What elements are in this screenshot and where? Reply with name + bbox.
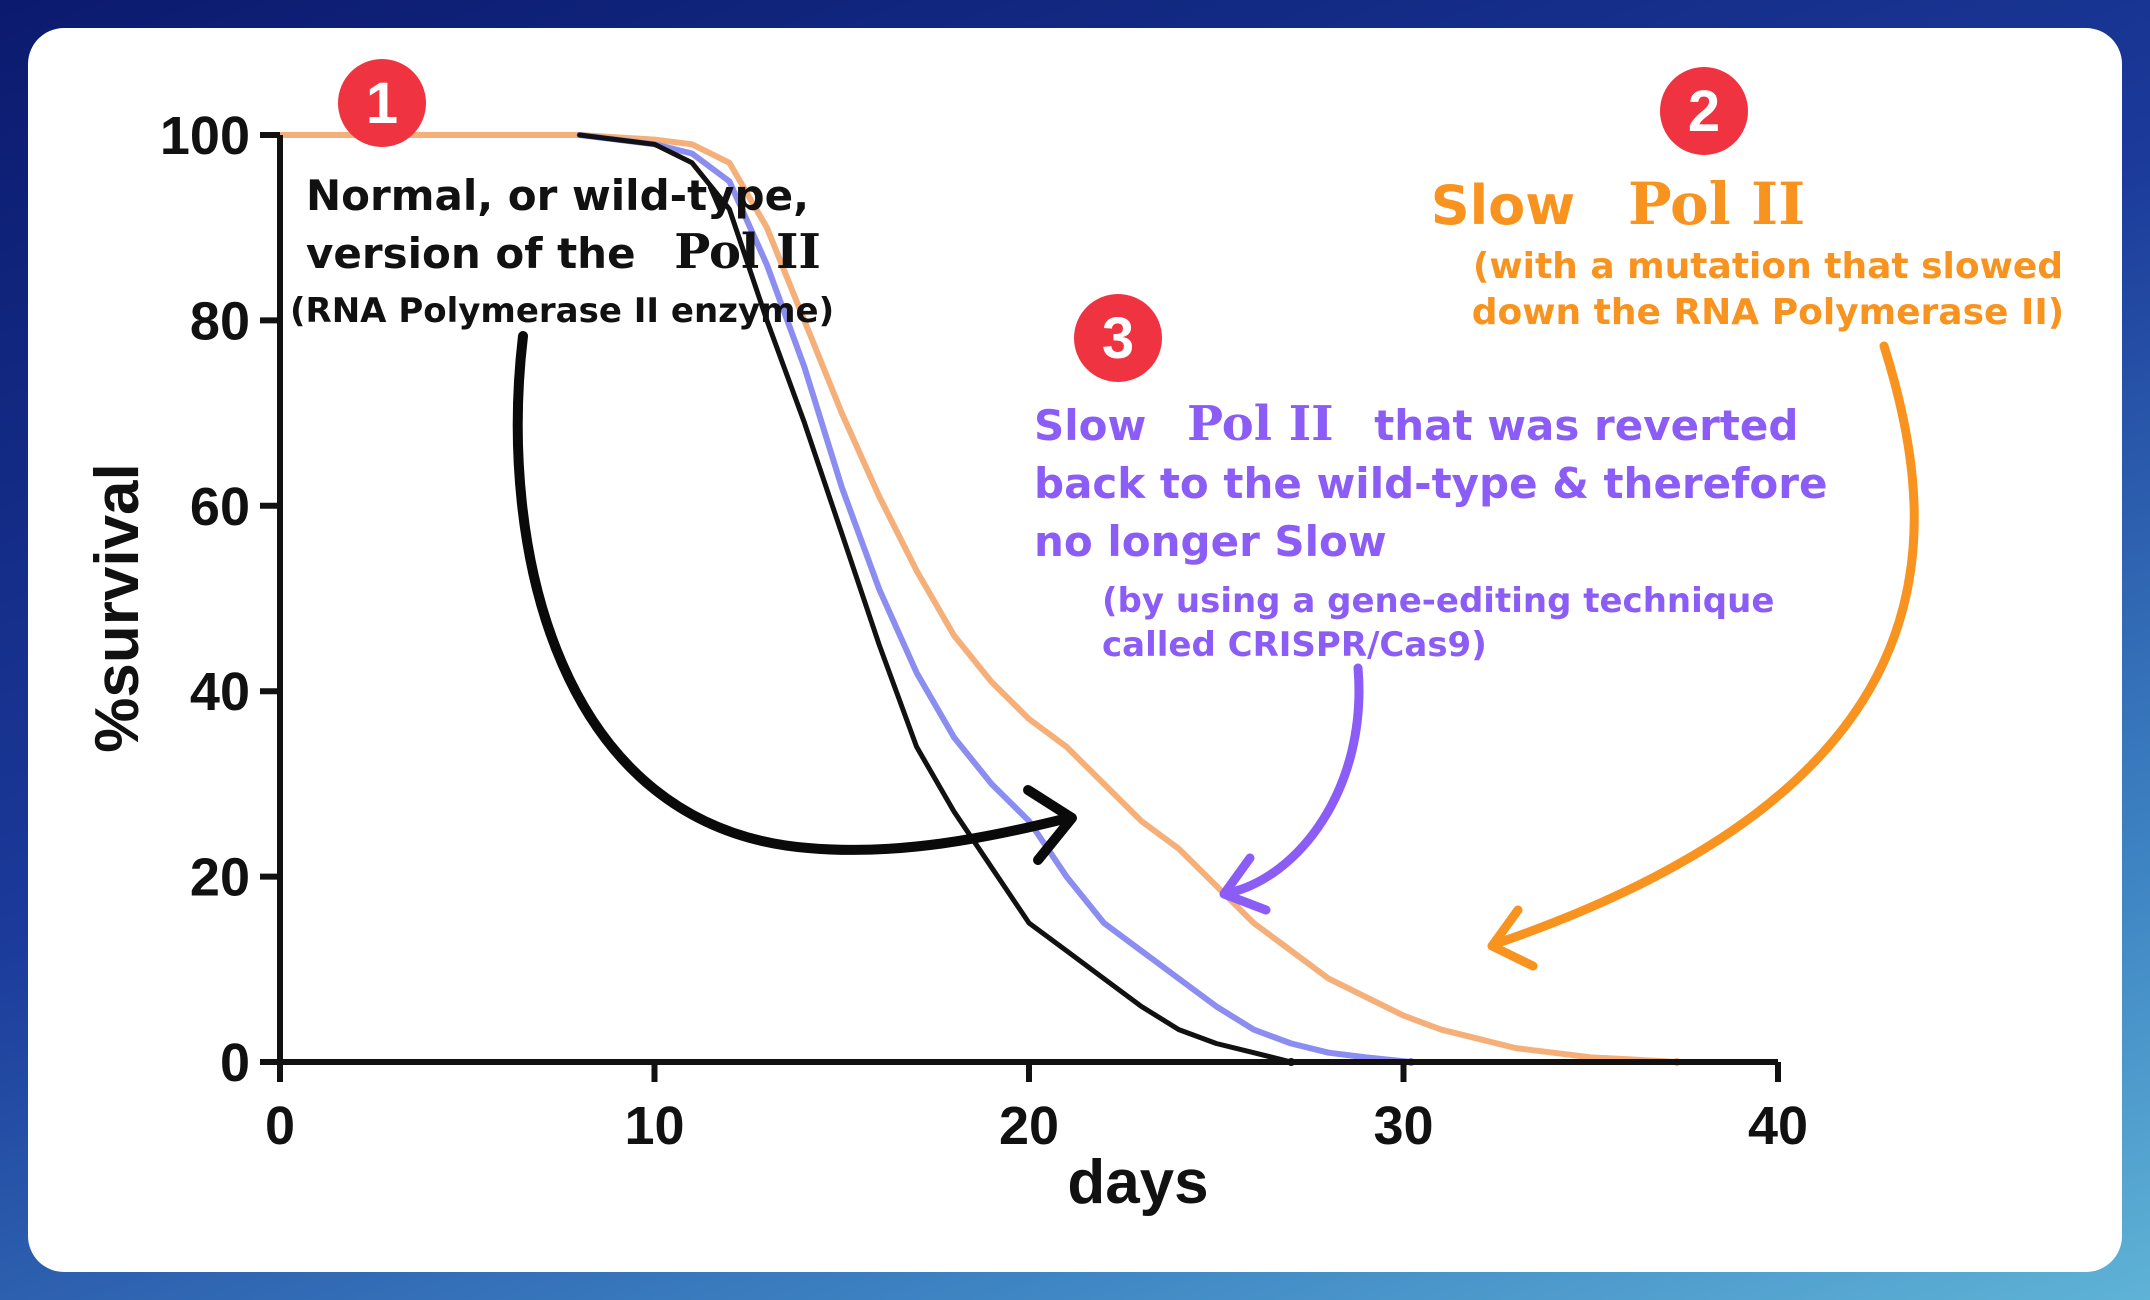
arrow-reverted-head <box>1219 853 1271 915</box>
badge-1-label: 1 <box>366 71 398 136</box>
annotation-2-title: Slow Pol II <box>1431 170 1805 238</box>
annotation-3-sub1: (by using a gene-editing technique <box>1102 581 1774 621</box>
series-line-2 <box>576 132 1414 1065</box>
badge-3-label: 3 <box>1102 306 1134 371</box>
axes-layer: 0 10 20 30 40 0 20 40 60 80 100 <box>160 106 1808 1156</box>
annotation-3-line2: back to the wild-type & therefore <box>1034 459 1827 508</box>
badge-2-label: 2 <box>1688 79 1720 144</box>
y-tick-label: 100 <box>160 106 250 166</box>
series-line-1 <box>277 132 1680 1065</box>
annotation-2-sub1: (with a mutation that slowed <box>1473 246 2063 287</box>
annotation-2-polii: Pol II <box>1628 170 1805 238</box>
annotation-1-polii: Pol II <box>674 224 821 280</box>
series-layer <box>277 132 1681 1066</box>
x-tick-label: 20 <box>999 1096 1059 1156</box>
x-tick-label: 10 <box>624 1096 684 1156</box>
annotation-3-sub2: called CRISPR/Cas9) <box>1102 625 1487 665</box>
annotation-1-line3: (RNA Polymerase II enzyme) <box>290 291 834 331</box>
annotation-2-sub2: down the RNA Polymerase II) <box>1472 292 2064 333</box>
annotation-3-line1-pre: Slow <box>1034 401 1146 450</box>
arrow-slow <box>1493 341 1919 948</box>
arrow-wild-type <box>512 331 1073 855</box>
x-axis-title: days <box>1067 1148 1208 1217</box>
badge-3 <box>1074 294 1162 382</box>
survival-chart: 0 10 20 30 40 0 20 40 60 80 100 days %survival 1 N… <box>83 59 2064 1217</box>
y-tick-label: 20 <box>190 848 250 908</box>
annotation-1: 1 Normal, or wild-type, version of the P… <box>290 59 834 331</box>
badge-2 <box>1660 67 1748 155</box>
series-line-3 <box>577 132 1294 1065</box>
annotation-2-title-pre: Slow <box>1431 174 1575 237</box>
y-tick-label: 80 <box>190 291 250 351</box>
annotation-3-polii: Pol II <box>1187 396 1334 452</box>
badge-1 <box>338 59 426 147</box>
x-tick-label: 0 <box>265 1096 295 1156</box>
annotation-2: 2 Slow Pol II (with a mutation that slow… <box>1431 67 2064 333</box>
x-tick-label: 30 <box>1373 1096 1433 1156</box>
arrow-wild-type-head <box>1023 785 1077 865</box>
annotation-3-line1: Slow Pol II that was reverted <box>1034 396 1798 452</box>
arrow-reverted <box>1223 663 1364 898</box>
annotation-1-line1: Normal, or wild-type, <box>306 171 809 220</box>
y-axis-title: %survival <box>83 463 152 753</box>
chart-card: 0 10 20 30 40 0 20 40 60 80 100 days %survival 1 N… <box>28 28 2122 1272</box>
arrow-slow-head <box>1487 905 1538 971</box>
annotation-1-line2: version of the Pol II <box>306 224 821 280</box>
y-tick-label: 0 <box>220 1033 250 1093</box>
y-tick-label: 40 <box>190 662 250 722</box>
y-tick-label: 60 <box>190 477 250 537</box>
x-tick-label: 40 <box>1748 1096 1808 1156</box>
annotation-1-line2-pre: version of the <box>306 229 636 278</box>
annotation-3-line1-post: that was reverted <box>1374 401 1798 450</box>
annotation-3: 3 Slow Pol II that was reverted back to … <box>1034 294 1827 665</box>
annotation-3-line3: no longer Slow <box>1034 517 1387 566</box>
